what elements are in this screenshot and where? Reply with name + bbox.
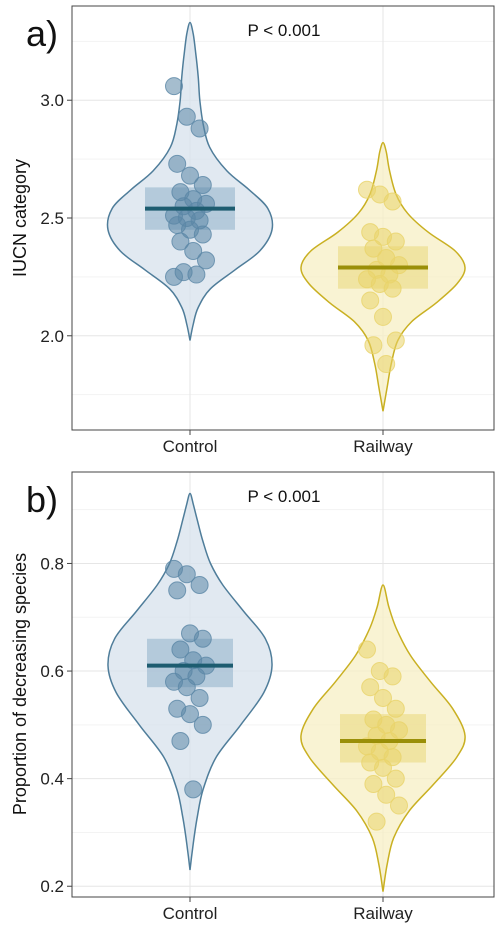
x-tick-label: Railway — [353, 437, 413, 456]
y-axis-label-a: IUCN category — [10, 159, 30, 277]
y-tick-label: 0.6 — [40, 662, 64, 681]
plot-frame-b — [71, 471, 495, 898]
y-tick-label: 0.2 — [40, 877, 64, 896]
data-point-railway — [386, 331, 405, 350]
data-point-railway — [390, 796, 408, 815]
panel-letter-b: b) — [26, 479, 58, 520]
data-point-control — [171, 232, 190, 251]
data-point-railway — [383, 279, 402, 298]
data-point-railway — [364, 336, 383, 355]
data-point-control — [177, 107, 196, 126]
data-point-railway — [377, 355, 396, 374]
panel-a: 2.0 2.5 3.0 Control Railway a) P < 0.001 IU… — [10, 5, 495, 456]
y-axis-label-b: Proportion of decreasing species — [10, 553, 30, 815]
y-ticks-a: 2.0 2.5 3.0 — [40, 91, 72, 346]
x-tick-label: Control — [163, 904, 218, 923]
data-point-control — [168, 154, 187, 173]
data-point-railway — [374, 758, 392, 777]
p-value-annotation-a: P < 0.001 — [248, 21, 321, 40]
x-tick-label: Control — [163, 437, 218, 456]
data-point-control — [181, 166, 199, 185]
data-point-railway — [374, 307, 392, 326]
data-point-railway — [386, 699, 405, 718]
data-point-control — [193, 715, 212, 734]
data-point-railway — [361, 678, 380, 697]
data-point-railway — [358, 640, 376, 659]
data-point-railway — [364, 775, 383, 794]
y-tick-label: 0.8 — [40, 554, 64, 573]
data-point-control — [193, 225, 212, 244]
data-point-control — [177, 565, 196, 584]
data-point-railway — [364, 239, 383, 258]
data-point-control — [171, 640, 190, 659]
y-tick-label: 3.0 — [40, 91, 64, 110]
violins-b — [107, 492, 466, 892]
x-ticks-a: Control Railway — [163, 430, 413, 456]
violins-a — [106, 21, 466, 412]
data-point-control — [165, 77, 183, 96]
panel-b: 0.2 0.4 0.6 0.8 Control Railway b) P < 0.001… — [10, 471, 495, 923]
data-point-control — [184, 780, 203, 799]
data-point-control — [187, 265, 206, 284]
y-tick-label: 2.0 — [40, 327, 64, 346]
data-point-control — [168, 581, 187, 600]
data-point-control — [181, 705, 199, 724]
data-point-control — [193, 629, 212, 648]
data-point-railway — [386, 769, 405, 788]
data-point-control — [184, 241, 203, 260]
y-tick-label: 0.4 — [40, 770, 64, 789]
panel-letter-a: a) — [26, 13, 58, 54]
data-point-control — [165, 267, 183, 286]
data-point-railway — [367, 812, 386, 831]
data-point-railway — [383, 192, 402, 211]
data-point-railway — [377, 785, 396, 804]
data-point-control — [177, 678, 196, 697]
y-tick-label: 2.5 — [40, 209, 64, 228]
data-point-railway — [386, 232, 405, 251]
data-point-control — [171, 731, 190, 750]
data-point-control — [190, 575, 209, 594]
data-point-control — [193, 176, 212, 195]
x-ticks-b: Control Railway — [163, 897, 413, 923]
data-point-control — [190, 688, 209, 707]
data-point-railway — [383, 667, 402, 686]
p-value-annotation-b: P < 0.001 — [248, 487, 321, 506]
data-point-railway — [374, 688, 392, 707]
data-point-railway — [361, 291, 380, 310]
x-tick-label: Railway — [353, 904, 413, 923]
data-point-control — [197, 251, 215, 270]
data-point-control — [190, 119, 209, 138]
y-ticks-b: 0.2 0.4 0.6 0.8 — [40, 554, 72, 896]
plot-frame-a — [71, 5, 495, 431]
